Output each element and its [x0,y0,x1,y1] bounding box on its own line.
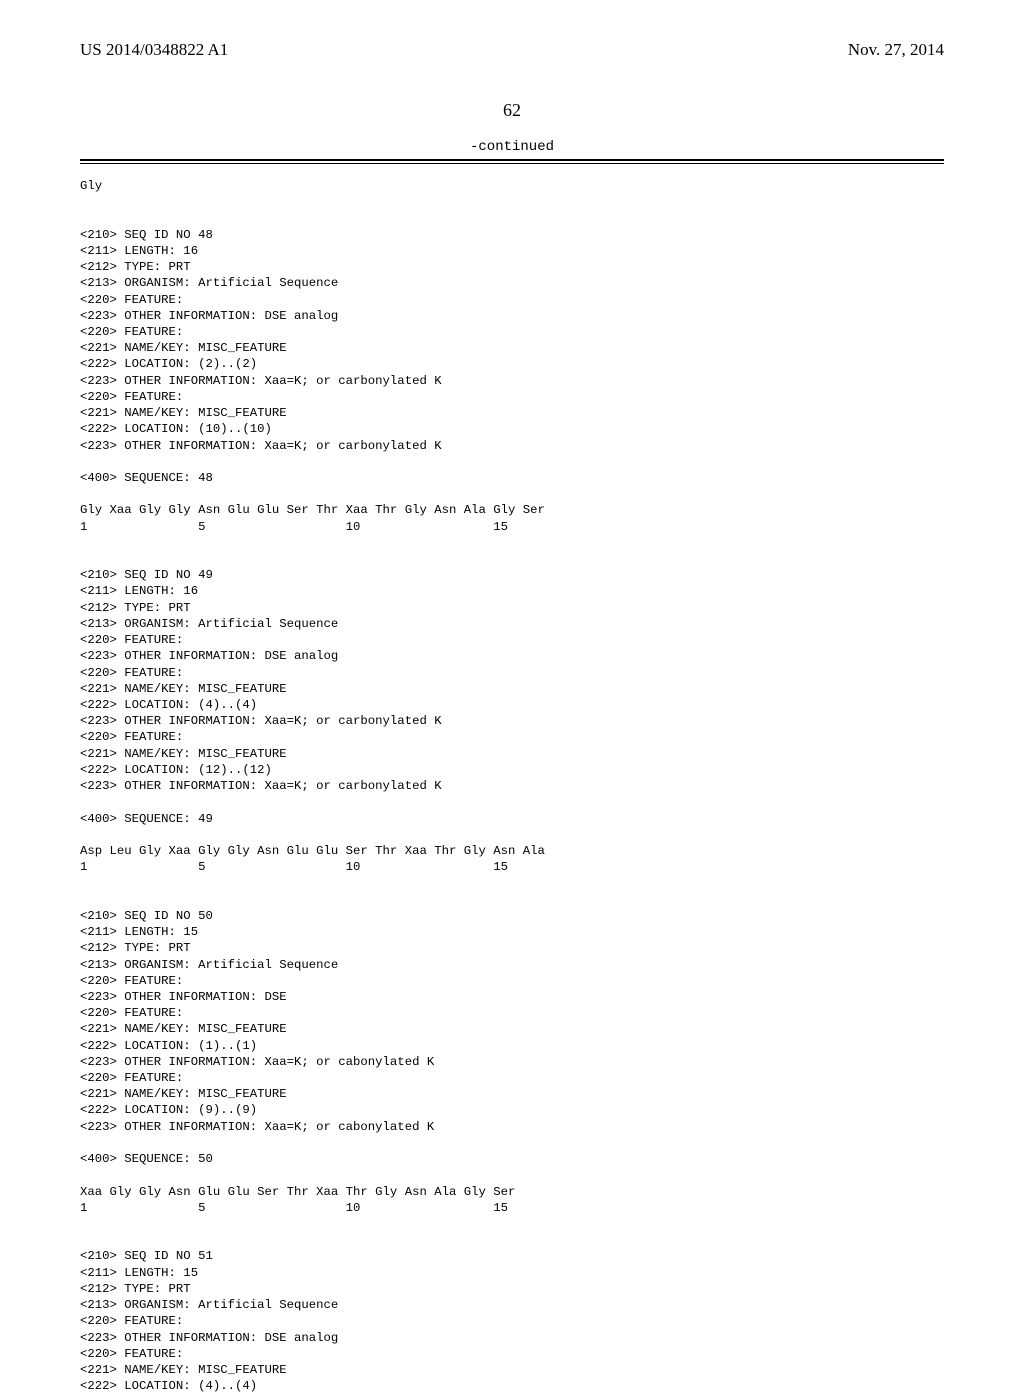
rule-top-thick [80,159,944,161]
sequence-listing-body: Gly <210> SEQ ID NO 48 <211> LENGTH: 16 … [80,178,944,1394]
page-header: US 2014/0348822 A1 Nov. 27, 2014 [80,40,944,60]
publication-date: Nov. 27, 2014 [848,40,944,60]
rule-top-thin [80,163,944,164]
publication-number: US 2014/0348822 A1 [80,40,228,60]
continued-label: -continued [80,139,944,155]
patent-page: US 2014/0348822 A1 Nov. 27, 2014 62 -con… [0,0,1024,1320]
page-number: 62 [80,100,944,121]
